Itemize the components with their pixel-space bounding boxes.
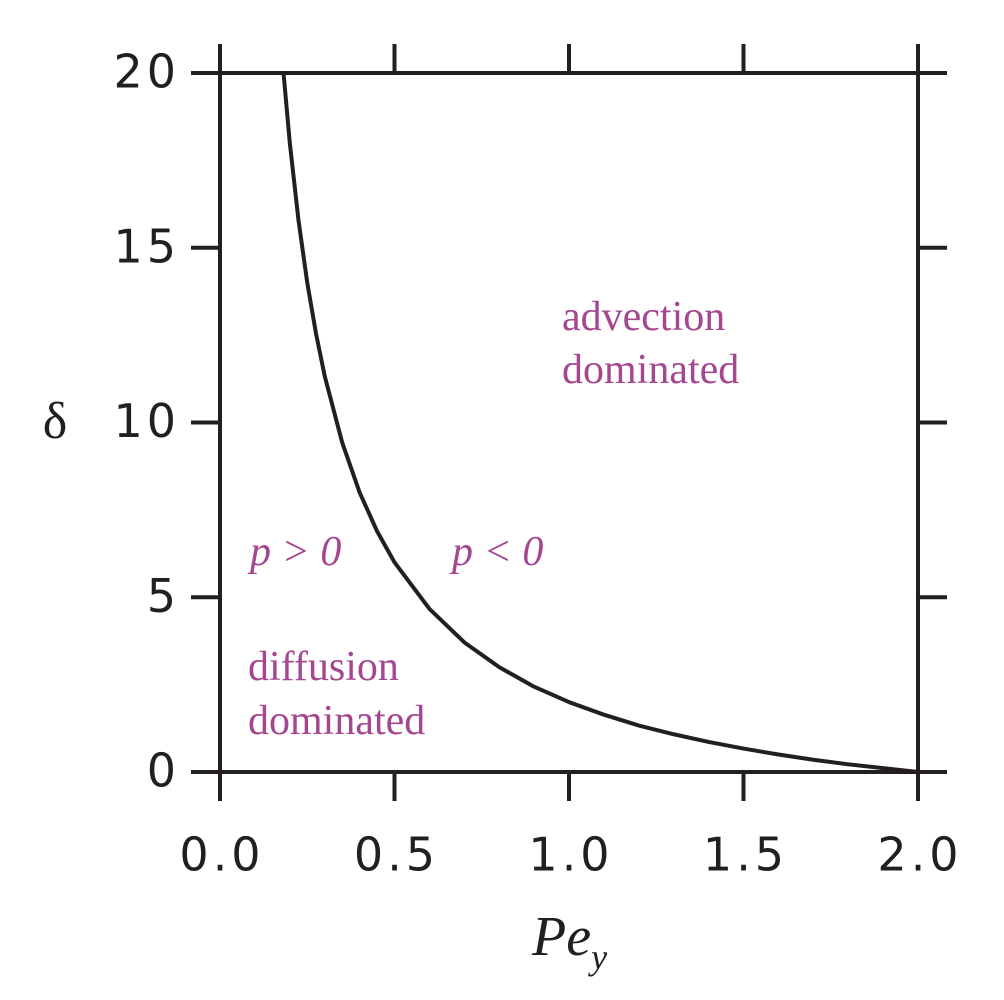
annotation: p > 0 <box>247 529 341 575</box>
data-line <box>281 72 919 774</box>
x-tick-label: 1.5 <box>703 828 788 882</box>
annotation: p < 0 <box>449 529 543 575</box>
x-axis-label: Pey <box>531 906 607 977</box>
annotation: dominated <box>248 698 425 744</box>
x-axis-label-sub: y <box>588 937 607 977</box>
x-axis-label-main: Pe <box>531 906 591 968</box>
y-tick-label: 5 <box>147 569 180 623</box>
x-tick-label: 1.0 <box>528 828 613 882</box>
x-tick-label: 0.0 <box>179 828 264 882</box>
annotation: dominated <box>562 347 739 393</box>
annotation: diffusion <box>248 644 399 690</box>
y-tick-label: 10 <box>113 394 180 448</box>
y-tick-label: 15 <box>113 219 180 273</box>
annotation: advection <box>562 294 725 340</box>
x-tick-label: 2.0 <box>877 828 962 882</box>
y-tick-label: 0 <box>147 744 180 798</box>
y-axis-label: δ <box>43 393 68 450</box>
y-tick-label: 20 <box>113 45 180 99</box>
x-tick-label: 0.5 <box>354 828 439 882</box>
